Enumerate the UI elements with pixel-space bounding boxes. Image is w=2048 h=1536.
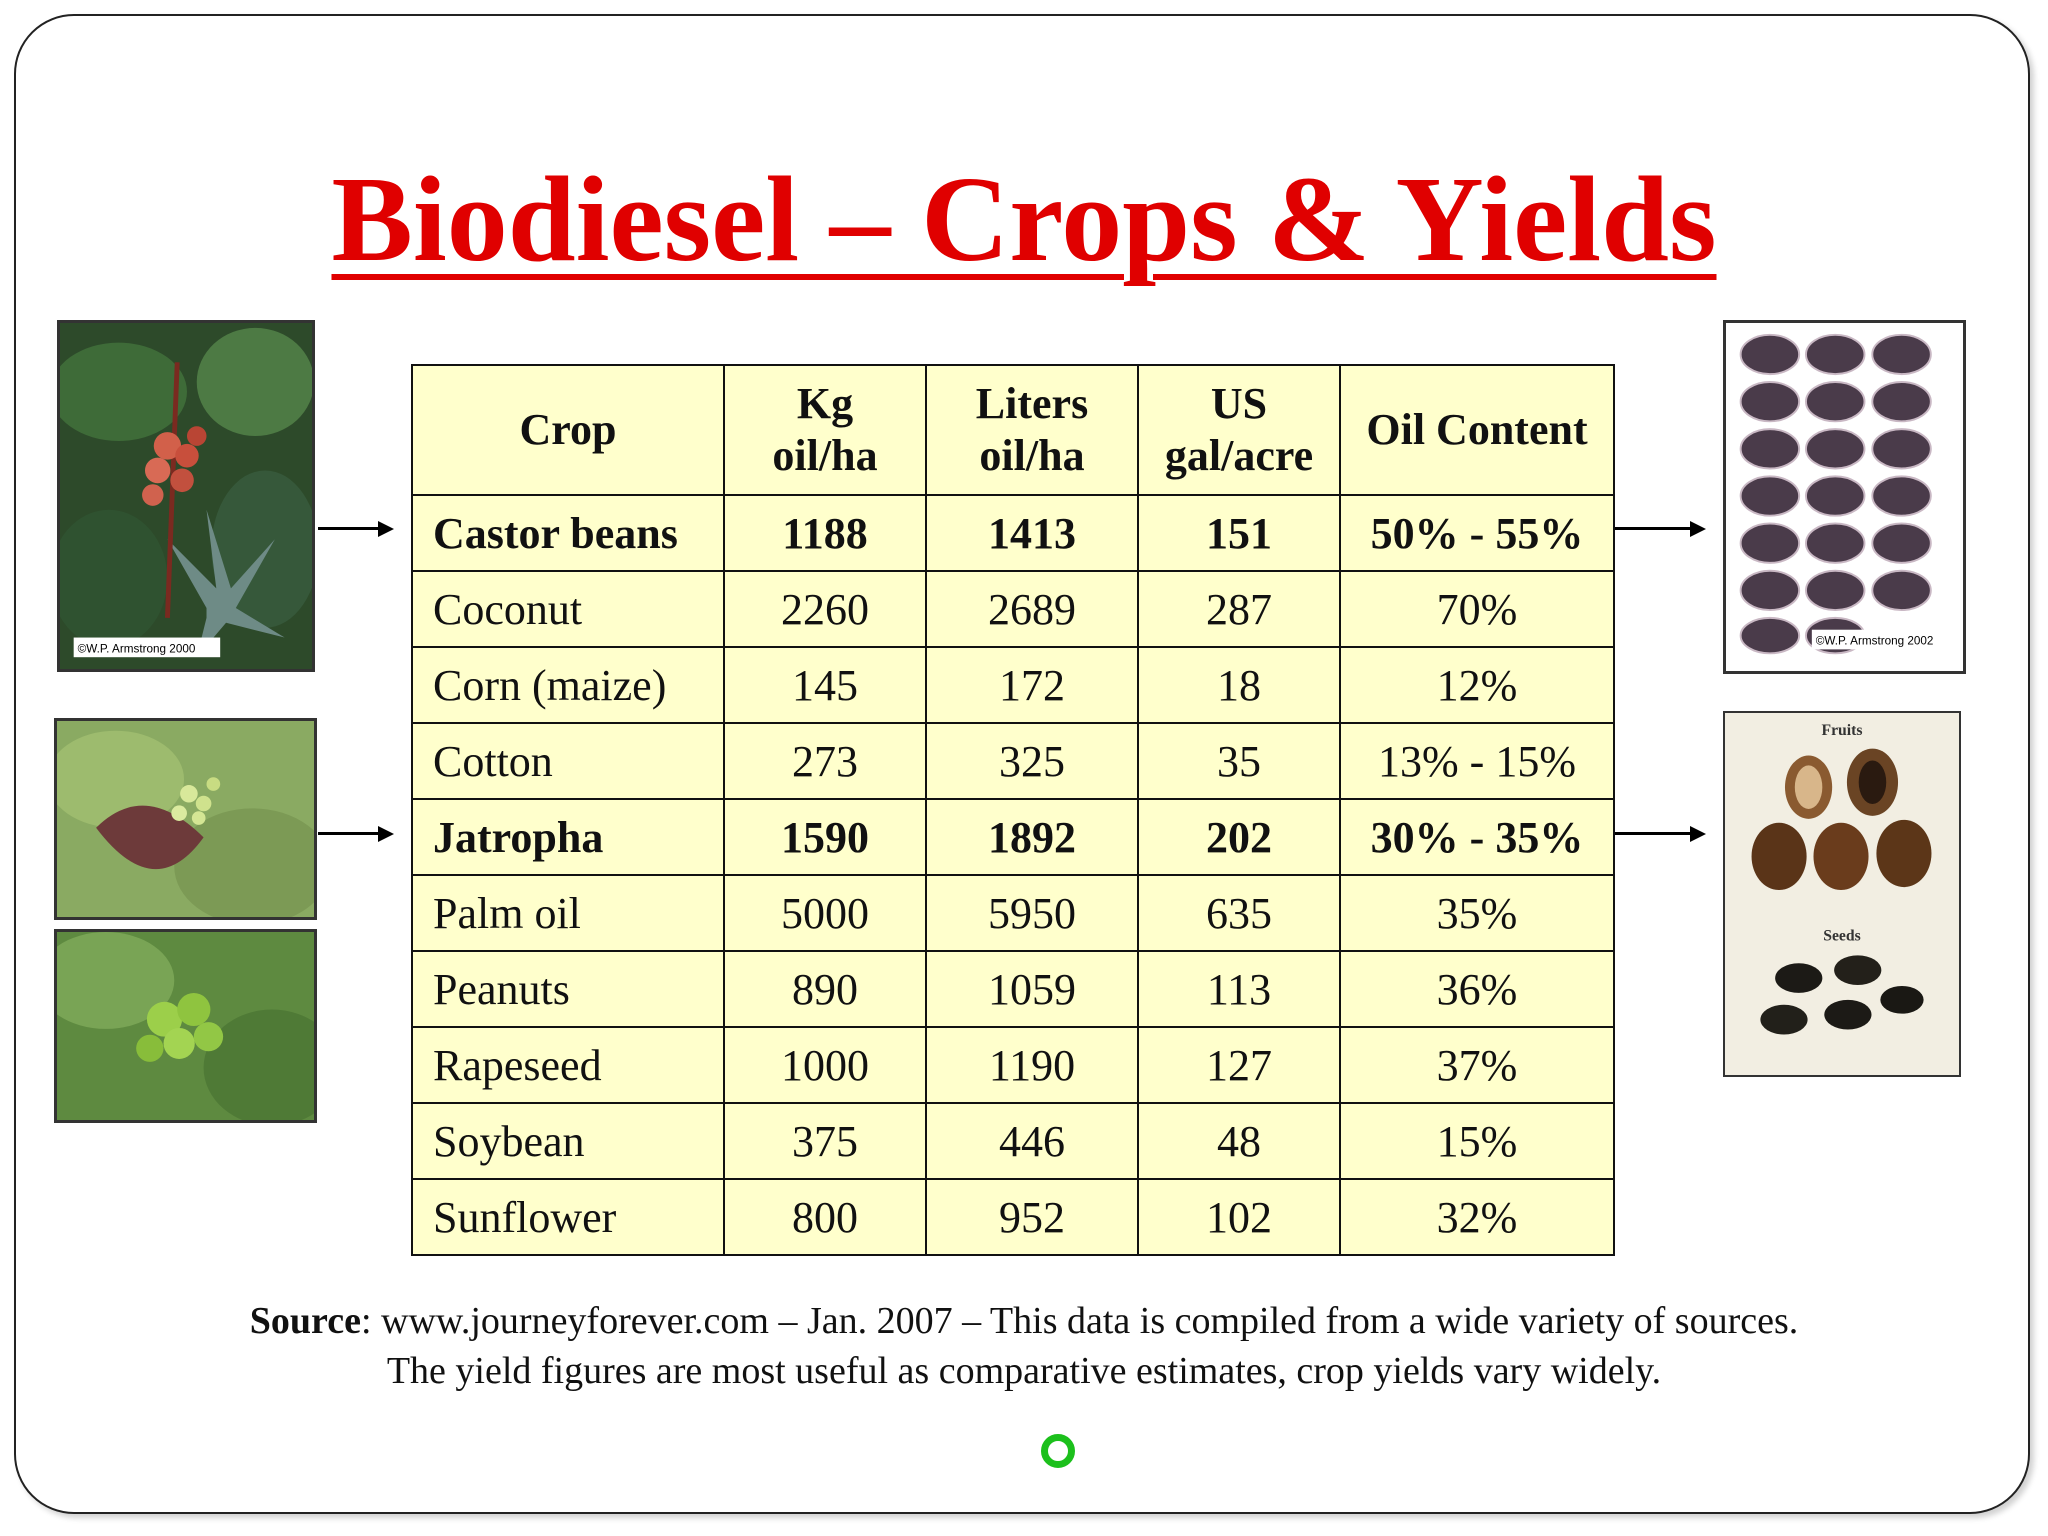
cell-kg: 273 bbox=[723, 722, 927, 800]
jatropha-fruits-label: Fruits bbox=[1821, 722, 1862, 739]
crop-yield-table: Crop Kg oil/ha Liters oil/ha US gal/acre Oi… bbox=[411, 364, 1615, 1256]
table-row: Sunflower 800 952 102 32% bbox=[411, 1178, 1615, 1256]
cell-crop: Coconut bbox=[411, 570, 725, 648]
cell-oil: 32% bbox=[1339, 1178, 1615, 1256]
cell-crop: Sunflower bbox=[411, 1178, 725, 1256]
cell-oil: 70% bbox=[1339, 570, 1615, 648]
castor-plant-photo: ©W.P. Armstrong 2000 bbox=[57, 320, 315, 672]
circle-icon bbox=[1041, 1434, 1075, 1468]
jatropha-seeds-photo: Fruits Seeds bbox=[1723, 711, 1961, 1077]
cell-gal: 18 bbox=[1137, 646, 1341, 724]
cell-crop: Corn (maize) bbox=[411, 646, 725, 724]
cell-liters: 5950 bbox=[925, 874, 1139, 952]
cell-kg: 890 bbox=[723, 950, 927, 1028]
cell-liters: 1190 bbox=[925, 1026, 1139, 1104]
source-label: Source bbox=[249, 1300, 361, 1342]
cell-crop: Rapeseed bbox=[411, 1026, 725, 1104]
table-row: Peanuts 890 1059 113 36% bbox=[411, 950, 1615, 1028]
jatropha-flower-photo bbox=[54, 718, 317, 920]
arrow-table-to-castor-seeds bbox=[1610, 521, 1706, 537]
cell-oil: 35% bbox=[1339, 874, 1615, 952]
cell-liters: 325 bbox=[925, 722, 1139, 800]
cell-liters: 172 bbox=[925, 646, 1139, 724]
castor-seeds-photo: ©W.P. Armstrong 2002 bbox=[1723, 320, 1966, 674]
cell-kg: 145 bbox=[723, 646, 927, 724]
jatropha-fruit-photo bbox=[54, 929, 317, 1123]
cell-oil: 36% bbox=[1339, 950, 1615, 1028]
cell-gal: 48 bbox=[1137, 1102, 1341, 1180]
source-line1: : www.journeyforever.com – Jan. 2007 – T… bbox=[360, 1300, 1799, 1342]
cell-gal: 151 bbox=[1137, 494, 1341, 572]
cell-oil: 37% bbox=[1339, 1026, 1615, 1104]
header-us-gal-acre: US gal/acre bbox=[1137, 364, 1341, 496]
table-row: Soybean 375 446 48 15% bbox=[411, 1102, 1615, 1180]
arrow-table-to-jatropha-seeds bbox=[1610, 826, 1706, 842]
cell-liters: 952 bbox=[925, 1178, 1139, 1256]
table-header-row: Crop Kg oil/ha Liters oil/ha US gal/acre Oi… bbox=[411, 364, 1615, 496]
cell-kg: 1590 bbox=[723, 798, 927, 876]
table-row: Cotton 273 325 35 13% - 15% bbox=[411, 722, 1615, 800]
cell-gal: 35 bbox=[1137, 722, 1341, 800]
arrow-jatropha-plant-to-table bbox=[318, 826, 394, 842]
cell-crop: Soybean bbox=[411, 1102, 725, 1180]
cell-gal: 287 bbox=[1137, 570, 1341, 648]
cell-oil: 30% - 35% bbox=[1339, 798, 1615, 876]
cell-gal: 102 bbox=[1137, 1178, 1341, 1256]
cell-liters: 1059 bbox=[925, 950, 1139, 1028]
cell-gal: 202 bbox=[1137, 798, 1341, 876]
cell-liters: 1892 bbox=[925, 798, 1139, 876]
cell-kg: 2260 bbox=[723, 570, 927, 648]
jatropha-seeds-label: Seeds bbox=[1823, 927, 1861, 944]
header-liters-oil-ha: Liters oil/ha bbox=[925, 364, 1139, 496]
table-row: Castor beans 1188 1413 151 50% - 55% bbox=[411, 494, 1615, 572]
header-kg-oil-ha: Kg oil/ha bbox=[723, 364, 927, 496]
cell-crop: Cotton bbox=[411, 722, 725, 800]
cell-oil: 15% bbox=[1339, 1102, 1615, 1180]
castor-seeds-credit: ©W.P. Armstrong 2002 bbox=[1816, 634, 1934, 647]
table-row: Jatropha 1590 1892 202 30% - 35% bbox=[411, 798, 1615, 876]
cell-kg: 800 bbox=[723, 1178, 927, 1256]
cell-crop: Peanuts bbox=[411, 950, 725, 1028]
cell-crop: Palm oil bbox=[411, 874, 725, 952]
cell-crop: Castor beans bbox=[411, 494, 725, 572]
castor-plant-credit: ©W.P. Armstrong 2000 bbox=[78, 642, 196, 655]
source-note: Source: www.journeyforever.com – Jan. 20… bbox=[0, 1296, 2048, 1396]
cell-oil: 13% - 15% bbox=[1339, 722, 1615, 800]
table-row: Coconut 2260 2689 287 70% bbox=[411, 570, 1615, 648]
header-crop: Crop bbox=[411, 364, 725, 496]
cell-crop: Jatropha bbox=[411, 798, 725, 876]
arrow-castor-plant-to-table bbox=[318, 521, 394, 537]
cell-kg: 375 bbox=[723, 1102, 927, 1180]
slide-title: Biodiesel – Crops & Yields bbox=[331, 152, 1717, 287]
cell-liters: 1413 bbox=[925, 494, 1139, 572]
table-row: Corn (maize) 145 172 18 12% bbox=[411, 646, 1615, 724]
cell-gal: 635 bbox=[1137, 874, 1341, 952]
cell-kg: 1000 bbox=[723, 1026, 927, 1104]
source-line2: The yield figures are most useful as com… bbox=[386, 1350, 1662, 1392]
table-row: Palm oil 5000 5950 635 35% bbox=[411, 874, 1615, 952]
table-row: Rapeseed 1000 1190 127 37% bbox=[411, 1026, 1615, 1104]
cell-gal: 127 bbox=[1137, 1026, 1341, 1104]
cell-liters: 2689 bbox=[925, 570, 1139, 648]
cell-gal: 113 bbox=[1137, 950, 1341, 1028]
header-oil-content: Oil Content bbox=[1339, 364, 1615, 496]
cell-liters: 446 bbox=[925, 1102, 1139, 1180]
cell-kg: 5000 bbox=[723, 874, 927, 952]
cell-oil: 50% - 55% bbox=[1339, 494, 1615, 572]
cell-kg: 1188 bbox=[723, 494, 927, 572]
cell-oil: 12% bbox=[1339, 646, 1615, 724]
